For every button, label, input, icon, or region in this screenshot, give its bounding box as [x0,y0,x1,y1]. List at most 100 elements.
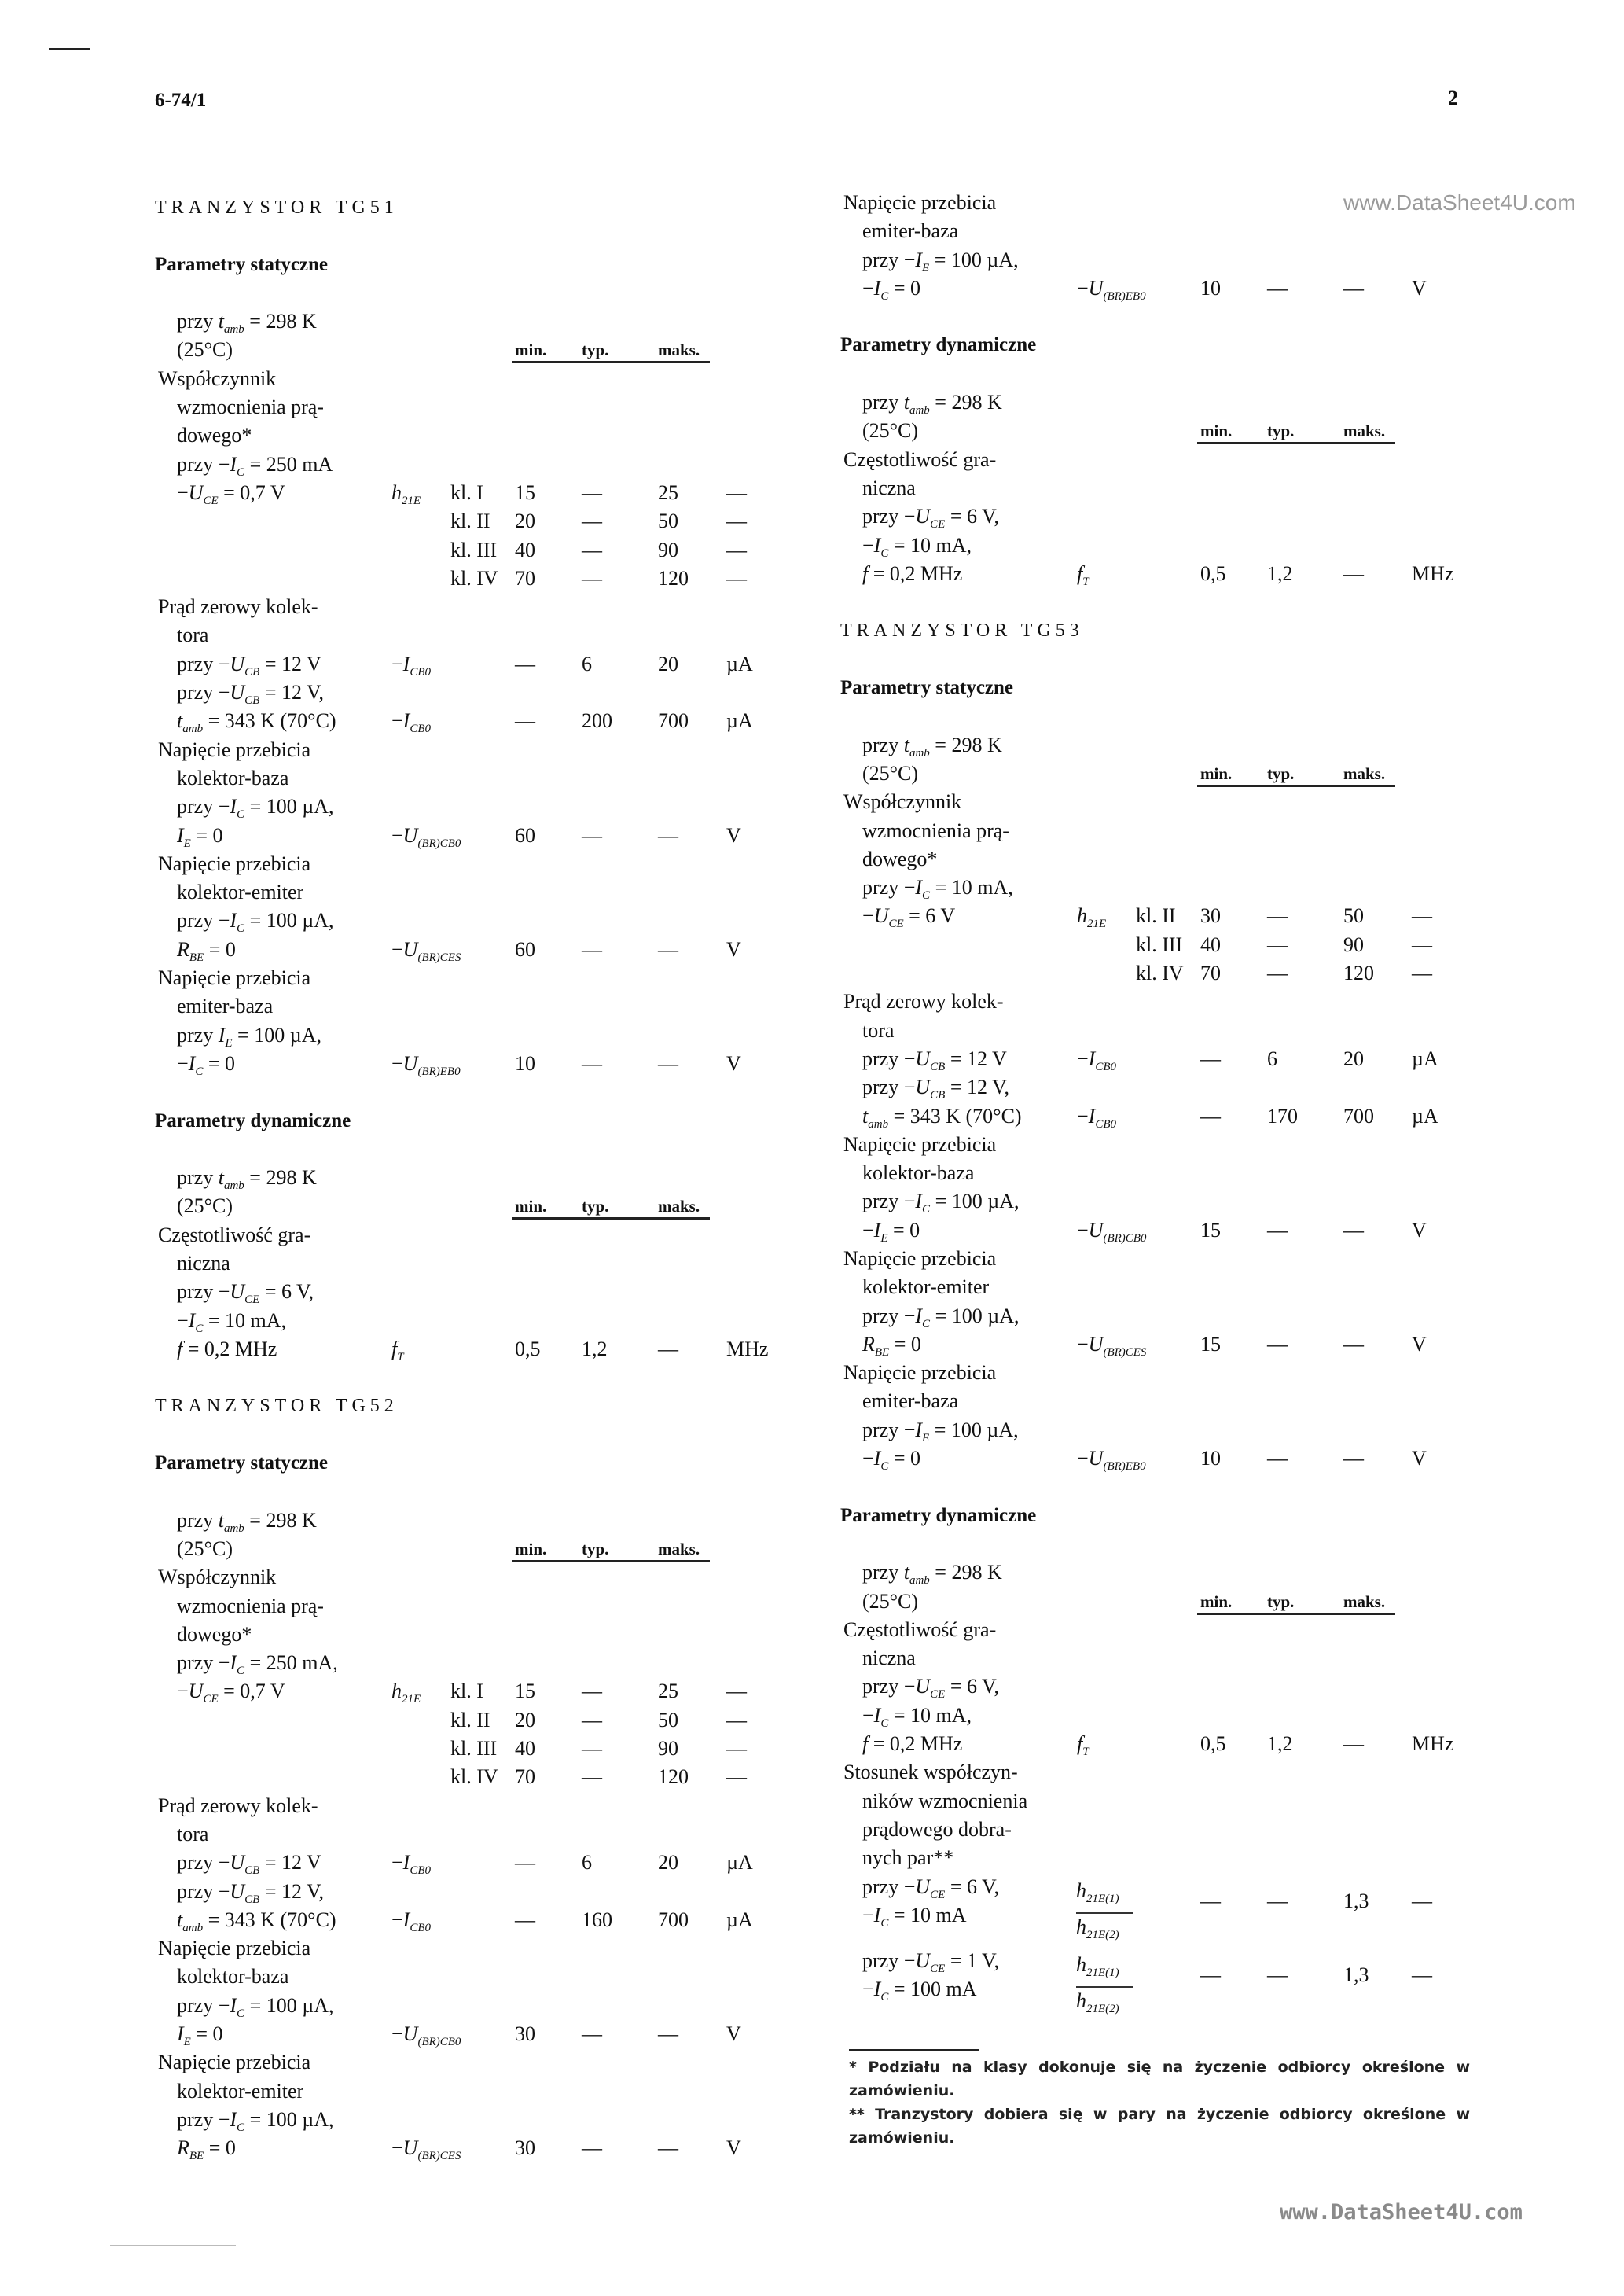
label-text: −IC = 0 [862,1444,1072,1481]
value-max: 1,3 [1343,1963,1369,1986]
parameter-row: przy −UCB = 12 V, [155,1878,799,1906]
parameter-row: przy −IC = 250 mA [155,451,799,479]
value-min: 70 [1200,962,1221,985]
variable-symbol: I [1088,1047,1096,1070]
text-segment: przy [177,310,219,333]
variable-symbol: U [915,505,931,528]
variable-subscript: E [183,2036,191,2048]
variable-symbol: U [230,1879,245,1903]
row-label: przy −UCE = 6 V, [862,1672,1072,1709]
row-label: dowego* [177,421,387,450]
variable-symbol: I [402,1908,410,1931]
variable-symbol: t [218,1508,224,1532]
row-label: nych par** [862,1844,1072,1872]
parameter-row: dowego* [155,1621,799,1649]
text-segment: przy − [177,681,230,705]
label-text: tora [177,1820,387,1849]
text-segment: tora [862,1018,895,1042]
row-label: kolektor-baza [862,1159,1072,1187]
variable: ICB0 [403,709,431,735]
column-header-typ: typ. [582,1197,609,1216]
text-segment: emiter-baza [862,219,959,243]
variable: IE [915,1418,929,1444]
text-segment: − [391,1908,403,1931]
label-text: przy −UCB = 12 V [177,650,387,686]
variable-subscript: amb [909,746,930,760]
value-typ: — [582,1708,602,1731]
symbol: −U(BR)CB0 [1077,1216,1146,1253]
row-label: dowego* [177,1621,387,1649]
value-typ: 1,2 [1267,561,1293,585]
text-segment: kolektor-emiter [862,1275,990,1299]
text-segment: Częstotliwość gra- [843,447,997,471]
text-segment: = 250 mA [244,452,333,476]
value-min: 10 [1200,1447,1221,1470]
value-max: 25 [658,1680,678,1703]
variable-subscript: amb [223,323,244,337]
section-heading: Parametry statyczne [155,1452,329,1474]
value-unit: — [726,538,747,561]
value-min: 10 [515,1051,535,1075]
text-segment: = 250 mA, [244,1651,338,1675]
variable-subscript: E [922,261,930,274]
label-text: −IE = 0 [862,1216,1072,1253]
variable-subscript: CB0 [1095,1117,1117,1131]
row-label: niczna [177,1249,387,1278]
variable-subscript: (BR)EB0 [1103,1460,1146,1474]
value-min: 0,5 [1200,1732,1226,1756]
row-label: (25°C) [862,1588,1072,1616]
parameter-row: emiter-baza [840,1387,1485,1415]
variable: UCB [230,681,259,707]
value-typ: 200 [582,709,612,733]
value-typ: — [582,510,602,533]
parameter-row: RBE = 0 −U(BR)CES 30 — — V [155,2134,799,2162]
text-segment: Napięcie przebicia [843,1361,997,1385]
parameter-row: przy −UCB = 12 V −ICB0 — 6 20 µA [155,1849,799,1877]
row-label: (25°C) [177,1535,387,1563]
parameter-row: tora [840,1017,1485,1045]
value-typ: — [1267,1963,1288,1986]
parameter-row: −UCE = 0,7 V h21E kl. I 15 — 25 — [155,1677,799,1705]
column-header-typ: typ. [1267,763,1295,783]
label-text: przy −UCB = 12 V, [177,1878,387,1914]
text-segment: (25°C) [177,1194,233,1218]
variable-subscript: (BR)CES [417,2150,461,2163]
value-typ: — [582,566,602,590]
value-typ: 1,2 [1267,1732,1293,1756]
text-segment: przy − [177,1280,230,1304]
row-label: −IC = 10 mA, [862,532,1072,568]
value-min: — [515,709,535,733]
variable-symbol: I [873,533,881,557]
label-text: przy −UCB = 12 V [862,1045,1072,1081]
variable-symbol: h [391,1680,402,1703]
variable: tamb [904,734,930,760]
row-label: Napięcie przebicia [158,2048,387,2077]
text-segment: dowego* [177,424,252,447]
variable: RBE [862,1333,889,1359]
text-segment: Napięcie przebicia [843,1246,997,1270]
variable: IC [873,533,889,560]
condition-line: −IC = 10 mA [862,1901,967,1937]
footnote-2: ** Tranzystory dobiera się w pary na życ… [849,2106,1470,2147]
value-typ: — [582,2136,602,2160]
text-segment: = 100 µA, [244,909,334,933]
text-segment: = 343 K (70°C) [203,1908,336,1931]
column-header-underline [1197,442,1395,445]
label-text: kolektor-emiter [177,878,387,907]
document-number: 6-74/1 [155,90,207,111]
label-text: przy −IC = 250 mA [177,451,387,487]
parameter-row: −IC = 10 mA, [840,1702,1485,1730]
label-text: tamb = 343 K (70°C) [177,707,387,743]
value-max: — [1343,276,1364,300]
variable-symbol: t [903,391,909,414]
text-segment: − [177,480,189,504]
variable: fT [1077,562,1089,588]
value-typ: — [1267,904,1288,928]
variable: UCB [230,1851,259,1877]
row-label: przy IE = 100 µA, [177,1021,387,1058]
variable-symbol: t [218,310,224,333]
label-text: przy −IC = 100 µA, [177,1992,387,2028]
parameter-row: kl. IV 70 — 120 — [840,959,1485,988]
symbol: −ICB0 [391,650,431,686]
